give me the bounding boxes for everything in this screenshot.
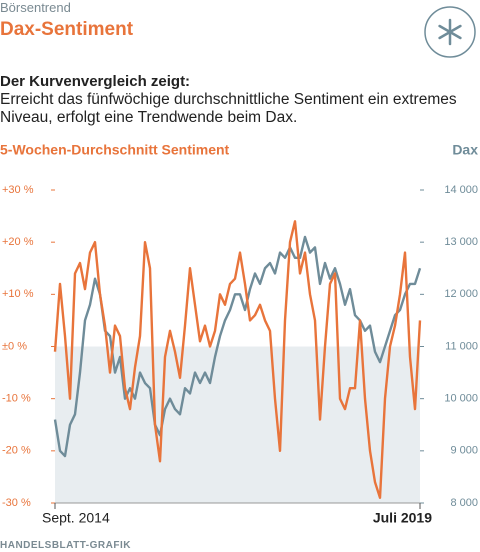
- y2-tick-label: 10 000: [444, 393, 478, 405]
- y2-tick-label: 13 000: [444, 236, 478, 248]
- y-tick-label: +10 %: [2, 288, 34, 300]
- y-tick-label: -10 %: [2, 393, 31, 405]
- source: HANDELSBLATT-GRAFIK: [0, 540, 131, 551]
- series-line: [53, 235, 422, 458]
- y-tick-label: +20 %: [2, 236, 34, 248]
- y-axis-title: 5-Wochen-Durchschnitt Sentiment: [0, 142, 230, 158]
- title: Dax-Sentiment: [0, 19, 134, 40]
- y-tick-label: -30 %: [2, 497, 31, 509]
- intro-lead: Der Kurvenvergleich zeigt:: [0, 73, 191, 90]
- y-tick-label: -20 %: [2, 445, 31, 457]
- y2-axis-title: Dax: [452, 142, 478, 158]
- y2-tick-label: 14 000: [444, 184, 478, 196]
- y-tick-label: +30 %: [2, 184, 34, 196]
- y2-tick-label: 9 000: [450, 445, 478, 457]
- icon: [424, 6, 476, 58]
- intro-text: Erreicht das fünfwöchige durchschnittlic…: [0, 91, 457, 126]
- kicker: Börsentrend: [0, 0, 71, 15]
- series-line: [53, 220, 422, 499]
- y2-tick-label: 11 000: [445, 340, 478, 352]
- x-tick-label: Juli 2019: [373, 510, 432, 526]
- y2-tick-label: 12 000: [444, 288, 478, 300]
- x-tick-label: Sept. 2014: [42, 510, 110, 526]
- y-tick-label: ±0 %: [2, 340, 27, 352]
- y2-tick-label: 8 000: [450, 497, 478, 509]
